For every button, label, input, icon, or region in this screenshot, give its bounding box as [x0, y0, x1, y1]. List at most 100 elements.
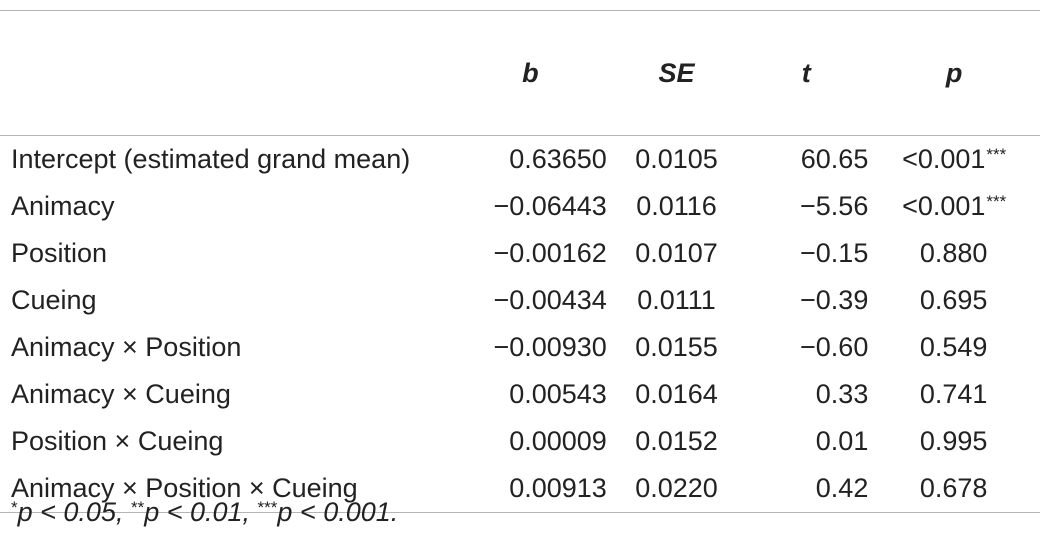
cell-se-text: 0.0107 [635, 238, 718, 268]
cell-p-text: 0.549 [919, 332, 988, 362]
cell-se: 0.0164 [609, 371, 744, 418]
row-label-text: Position × Cueing [11, 426, 224, 456]
cell-t: 0.01 [744, 418, 869, 465]
cell-b-text: −0.06443 [493, 191, 607, 221]
cell-t-text: −5.56 [800, 191, 869, 221]
row-label: Cueing [0, 277, 452, 324]
cell-se: 0.0155 [609, 324, 744, 371]
cell-se-text: 0.0152 [635, 426, 718, 456]
header-b: b [522, 57, 539, 88]
cell-b-text: 0.00913 [509, 473, 607, 503]
header-t: t [801, 57, 811, 88]
cell-t-text: 0.33 [815, 379, 869, 409]
cell-t: 0.42 [744, 465, 869, 513]
cell-t-text: 0.42 [815, 473, 869, 503]
row-label-text: Animacy × Position × Cueing [11, 473, 358, 503]
cell-p: 0.678 [868, 465, 1040, 513]
header-row: b SE t p [0, 10, 1040, 136]
footnote-text: p < 0.05, [17, 497, 131, 527]
cell-b-text: 0.00009 [509, 426, 607, 456]
footnote: *p < 0.05, **p < 0.01, ***p < 0.001. [11, 497, 398, 528]
cell-t: −0.15 [744, 230, 868, 277]
cell-b-text: 0.00543 [509, 379, 607, 409]
cell-p: 0.995 [868, 418, 1040, 465]
cell-p: <0.001*** [868, 136, 1040, 184]
header-se: SE [658, 57, 695, 88]
cell-b: −0.00930 [452, 324, 609, 371]
cell-p: 0.695 [868, 277, 1040, 324]
cell-b: −0.06443 [452, 183, 609, 230]
footnote-sup: ** [130, 498, 145, 517]
table-row: Position −0.00162 0.0107 −0.15 0.880 [0, 230, 1040, 277]
cell-p-text: 0.880 [919, 238, 988, 268]
cell-p-text: 0.741 [919, 379, 988, 409]
cell-t: −0.39 [744, 277, 868, 324]
cell-b: −0.00162 [452, 230, 609, 277]
table-body: Intercept (estimated grand mean) 0.63650 0… [0, 136, 1040, 513]
row-label-text: Cueing [11, 285, 97, 315]
cell-t: −0.60 [744, 324, 868, 371]
header-p: p [945, 57, 963, 88]
cell-t: 60.65 [744, 136, 869, 184]
cell-p: 0.741 [868, 371, 1040, 418]
row-label: Animacy × Position × Cueing [0, 465, 452, 513]
cell-t-text: −0.15 [800, 238, 869, 268]
cell-b: 0.00009 [452, 418, 609, 465]
cell-b: 0.63650 [452, 136, 609, 184]
row-label: Position [0, 230, 452, 277]
cell-p-text: 0.995 [919, 426, 988, 456]
cell-p: 0.880 [868, 230, 1040, 277]
cell-b-text: −0.00162 [493, 238, 607, 268]
row-label: Animacy × Cueing [0, 371, 452, 418]
table-row: Animacy × Position −0.00930 0.0155 −0.60 0.5… [0, 324, 1040, 371]
table-row: Animacy −0.06443 0.0116 −5.56 <0.001*** [0, 183, 1040, 230]
footnote-text: p < 0.01, [144, 497, 258, 527]
cell-t-text: −0.39 [800, 285, 869, 315]
cell-t: 0.33 [744, 371, 869, 418]
row-label-text: Intercept (estimated grand mean) [11, 144, 411, 174]
cell-b-text: −0.00930 [493, 332, 607, 362]
table-row: Intercept (estimated grand mean) 0.63650 0… [0, 136, 1040, 184]
footnote-sup: *** [257, 498, 278, 517]
cell-p-text: 0.678 [919, 473, 988, 503]
significance-marker: *** [986, 145, 1007, 164]
cell-p: 0.549 [868, 324, 1040, 371]
cell-se-text: 0.0220 [635, 473, 718, 503]
cell-se: 0.0220 [609, 465, 744, 513]
cell-t-text: 60.65 [800, 144, 869, 174]
cell-se: 0.0116 [609, 183, 744, 230]
table-row: Animacy × Position × Cueing 0.00913 0.0220… [0, 465, 1040, 513]
significance-marker: *** [986, 192, 1007, 211]
cell-se-text: 0.0116 [636, 191, 717, 221]
table-row: Animacy × Cueing 0.00543 0.0164 0.33 0.741 [0, 371, 1040, 418]
cell-se-text: 0.0155 [635, 332, 718, 362]
row-label-text: Animacy × Cueing [11, 379, 231, 409]
cell-t-text: 0.01 [815, 426, 869, 456]
cell-p-text: <0.001 [902, 191, 986, 221]
footnote-sup: * [11, 498, 18, 517]
cell-p-text: <0.001 [902, 144, 986, 174]
row-label-text: Position [11, 238, 108, 268]
cell-b: −0.00434 [452, 277, 609, 324]
row-label: Intercept (estimated grand mean) [0, 136, 452, 184]
footnote-text: p < 0.001. [277, 497, 399, 527]
cell-b-text: −0.00434 [493, 285, 607, 315]
cell-se: 0.0105 [609, 136, 744, 184]
cell-se: 0.0111 [609, 277, 744, 324]
cell-se-text: 0.0164 [635, 379, 718, 409]
cell-p: <0.001*** [868, 183, 1040, 230]
cell-se: 0.0107 [609, 230, 744, 277]
cell-b: 0.00543 [452, 371, 609, 418]
table-header: b SE t p [0, 10, 1040, 136]
results-table: b SE t p Intercept (estimated grand mean… [0, 10, 1040, 513]
cell-se: 0.0152 [609, 418, 744, 465]
table-row: Position × Cueing 0.00009 0.0152 0.01 0.995 [0, 418, 1040, 465]
cell-p-text: 0.695 [919, 285, 988, 315]
row-label: Animacy × Position [0, 324, 452, 371]
row-label-text: Animacy [11, 191, 115, 221]
row-label: Position × Cueing [0, 418, 452, 465]
cell-t-text: −0.60 [800, 332, 869, 362]
cell-se-text: 0.0111 [637, 285, 716, 315]
cell-b-text: 0.63650 [509, 144, 607, 174]
